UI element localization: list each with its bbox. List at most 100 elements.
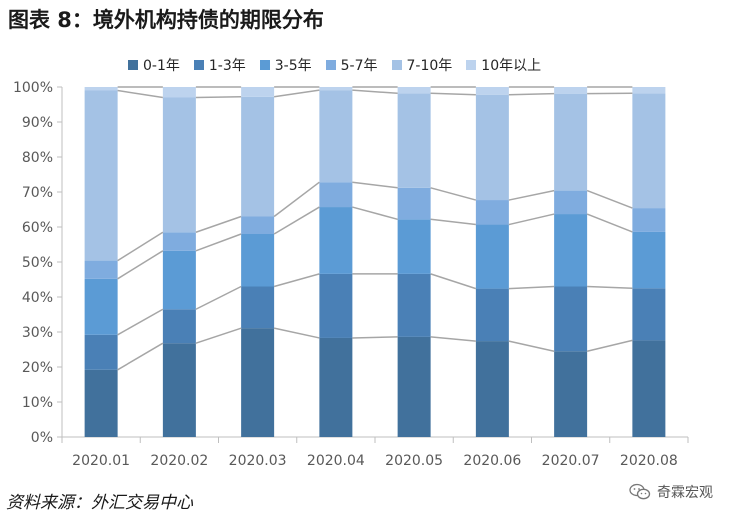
series-connector-line <box>430 92 476 96</box>
series-connector-line <box>273 327 320 339</box>
legend-swatch <box>391 60 402 70</box>
bar-segment <box>84 369 118 437</box>
bar-segment <box>319 273 353 338</box>
x-tick-label: 2020.06 <box>463 453 521 469</box>
legend-item: 0-1年 <box>128 55 180 75</box>
legend-label: 7-10年 <box>406 58 453 74</box>
x-tick-label: 2020.04 <box>307 453 365 469</box>
series-connector-line <box>195 96 242 99</box>
series-connector-line <box>352 336 398 339</box>
x-tick-label: 2020.02 <box>150 453 208 469</box>
y-tick-label: 80% <box>22 150 53 166</box>
series-connector-line <box>430 336 476 342</box>
bar-segment <box>475 288 509 342</box>
legend-swatch <box>259 60 270 70</box>
y-tick-label: 100% <box>13 80 53 96</box>
legend-label: 0-1年 <box>143 58 180 74</box>
bar-segment <box>632 208 666 232</box>
legend-item: 5-7年 <box>325 55 378 75</box>
series-connector-line <box>352 181 398 189</box>
bar-segment <box>475 224 509 289</box>
series-connector-line <box>430 218 476 226</box>
watermark: 奇霖宏观 <box>629 482 713 502</box>
x-tick-label: 2020.08 <box>620 453 678 469</box>
bar-segment <box>397 273 431 337</box>
bar-segment <box>475 341 509 437</box>
series-connector-line <box>117 342 164 371</box>
legend-label: 5-7年 <box>340 58 378 74</box>
series-connector-line <box>117 308 164 336</box>
bar-segment <box>319 207 353 274</box>
bar-segment <box>241 234 275 287</box>
y-tick-label: 70% <box>22 185 53 201</box>
y-tick-label: 60% <box>22 220 53 236</box>
bar-segment <box>475 200 509 225</box>
source-note: 资料来源：外汇交易中心 <box>6 493 193 513</box>
y-tick-label: 10% <box>22 395 53 411</box>
legend-item: 3-5年 <box>259 55 312 75</box>
series-connector-line <box>117 231 164 262</box>
series-connector-line <box>508 213 555 226</box>
bar-segment <box>162 309 196 344</box>
legend-item: 7-10年 <box>391 55 453 75</box>
legend-swatch <box>193 60 204 70</box>
bar-segment <box>162 250 196 310</box>
series-connector-line <box>352 89 398 95</box>
series-connector-line <box>586 339 633 352</box>
bar-segment <box>162 97 196 233</box>
bar-segment <box>319 182 353 208</box>
x-tick-label: 2020.03 <box>229 453 287 469</box>
stacked-bar-chart: 0% 10% 20% 30% 40% 50% 60% 70% 80% 90% 100% 2020.01… <box>13 80 689 469</box>
watermark-text: 奇霖宏观 <box>657 485 713 501</box>
legend-item: 1-3年 <box>193 55 246 75</box>
series-connector-line <box>430 273 477 290</box>
legend-item: 10年以上 <box>466 55 541 75</box>
bar-segment <box>319 337 353 437</box>
series-connector-line <box>274 89 320 98</box>
series-connector-line <box>195 285 242 310</box>
y-tick-label: 0% <box>31 430 53 446</box>
series-connector-line <box>117 89 163 99</box>
y-tick-label: 30% <box>22 325 53 341</box>
bar-segment <box>162 87 196 98</box>
bar-segment <box>632 93 666 209</box>
series-connector-line <box>586 213 633 233</box>
bar-segment <box>554 214 588 287</box>
chart-legend: 0-1年 1-3年 3-5年 5-7年 7-10年 10年以上 <box>128 55 541 75</box>
bar-segment <box>632 231 666 289</box>
bar-segment <box>162 232 196 251</box>
bar-segment <box>162 343 196 437</box>
series-connector-line <box>508 285 555 290</box>
bar-segment <box>397 87 431 94</box>
series-connector-line <box>117 250 164 280</box>
y-tick-label: 50% <box>22 255 53 271</box>
series-connector-line <box>586 189 633 209</box>
wechat-icon <box>629 483 651 500</box>
series-connector-line <box>430 187 477 201</box>
bar-segment <box>84 278 118 335</box>
series-connector-line <box>352 206 398 221</box>
bar-segment <box>554 190 588 215</box>
bar-segment <box>397 187 431 220</box>
bar-segment <box>319 90 353 183</box>
legend-swatch <box>466 60 477 70</box>
series-connector-line <box>273 181 320 218</box>
bar-segment <box>397 93 431 188</box>
y-tick-label: 90% <box>22 115 53 131</box>
bar-segment <box>554 351 588 437</box>
series-connector-line <box>587 285 633 289</box>
bar-segment <box>554 286 588 352</box>
x-tick-label: 2020.05 <box>385 453 443 469</box>
legend-swatch <box>128 60 138 70</box>
bar-segment <box>475 87 509 95</box>
y-tick-label: 40% <box>22 290 53 306</box>
series-connector-line <box>273 273 320 288</box>
bar-segment <box>241 96 275 217</box>
series-connector-line <box>195 215 242 233</box>
bar-segment <box>319 87 353 91</box>
legend-label: 1-3年 <box>208 58 246 74</box>
bar-segment <box>397 336 431 437</box>
bar-segment <box>554 87 588 94</box>
series-connector-line <box>195 327 242 344</box>
legend-label: 3-5年 <box>274 58 312 74</box>
